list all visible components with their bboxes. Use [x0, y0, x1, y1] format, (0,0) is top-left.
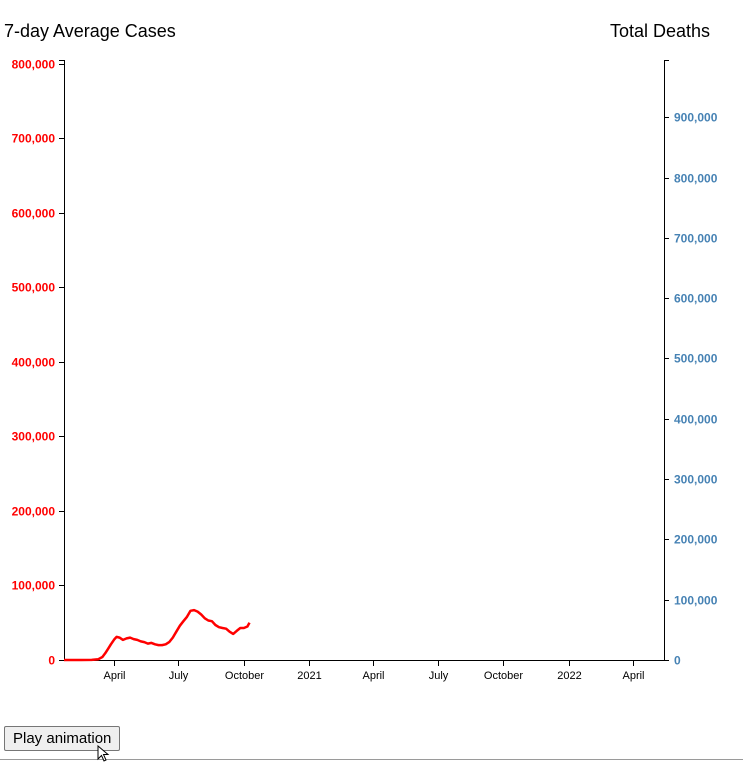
right-tick-label: 600,000 — [674, 292, 718, 306]
mouse-pointer-icon — [97, 745, 110, 762]
right-tick-label: 800,000 — [674, 172, 718, 186]
bottom-divider — [0, 759, 743, 760]
left-tick-label: 200,000 — [12, 505, 56, 519]
left-tick-label: 800,000 — [12, 58, 56, 72]
left-chart-title: 7-day Average Cases — [4, 21, 176, 41]
x-tick-label: April — [362, 670, 384, 682]
left-tick-label: 600,000 — [12, 207, 56, 221]
x-tick-label: April — [622, 670, 644, 682]
left-y-axis: 0 100,000 200,000 300,000 400,000 500,000 600,… — [12, 58, 65, 668]
left-tick-label: 300,000 — [12, 430, 56, 444]
left-tick-label: 500,000 — [12, 281, 56, 295]
right-axis-line — [664, 60, 669, 661]
right-tick-label: 300,000 — [674, 473, 718, 487]
left-tick-label: 400,000 — [12, 356, 56, 370]
x-tick-label: July — [429, 670, 449, 682]
right-tick-label: 200,000 — [674, 533, 718, 547]
right-y-axis: 0 100,000 200,000 300,000 400,000 500,000 600,… — [664, 60, 718, 668]
play-animation-button[interactable]: Play animation — [4, 726, 121, 751]
right-tick-label: 900,000 — [674, 111, 718, 125]
left-tick-label: 700,000 — [12, 132, 56, 146]
cases-line — [64, 608, 251, 662]
x-tick-label: April — [103, 670, 125, 682]
right-tick-label: 500,000 — [674, 352, 718, 366]
x-axis: April July October 2021 April July October 2022… — [64, 660, 664, 682]
left-tick-label: 0 — [48, 654, 55, 668]
x-tick-label: 2021 — [297, 670, 321, 682]
right-tick-label: 100,000 — [674, 594, 718, 608]
x-tick-label: October — [225, 670, 264, 682]
right-tick-label: 400,000 — [674, 413, 718, 427]
right-tick-label: 0 — [674, 654, 681, 668]
x-tick-label: 2022 — [557, 670, 581, 682]
chart: 7-day Average Cases Total Deaths 0 100,00… — [4, 21, 718, 682]
left-tick-label: 100,000 — [12, 579, 56, 593]
right-chart-title: Total Deaths — [610, 21, 710, 41]
series-layer — [64, 608, 251, 662]
x-tick-label: July — [169, 670, 189, 682]
left-axis-line — [59, 60, 65, 661]
right-tick-label: 700,000 — [674, 232, 718, 246]
x-tick-label: October — [484, 670, 523, 682]
